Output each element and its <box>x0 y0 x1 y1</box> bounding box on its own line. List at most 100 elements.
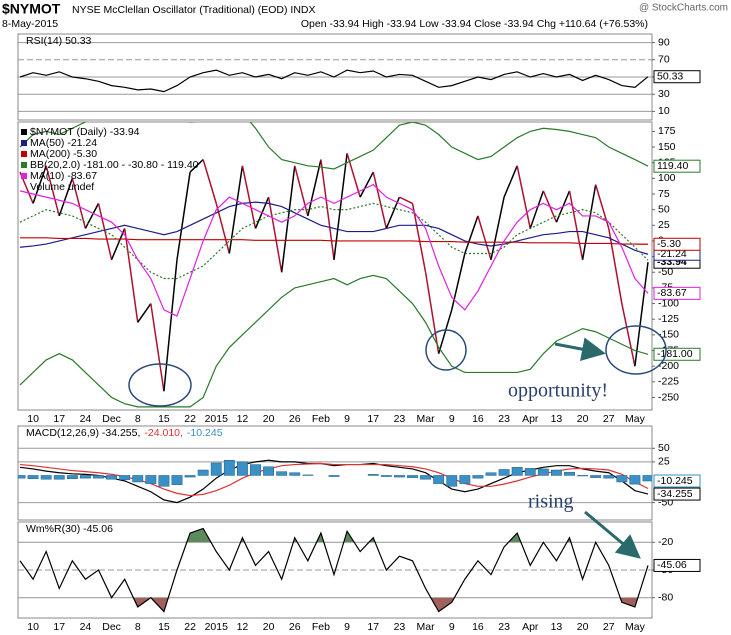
x-tick-label: 15 <box>158 413 170 425</box>
histogram-bar <box>158 475 170 487</box>
x-tick-label: 9 <box>449 413 455 425</box>
price-segment <box>399 196 413 205</box>
panel <box>18 527 652 613</box>
end-label-box <box>653 159 701 173</box>
price-segment <box>372 171 388 229</box>
legend-entry: MACD(12,26,9) -34.255, <box>26 427 140 439</box>
x-tick-label: 9 <box>449 621 455 633</box>
legend-entry: -10.245 <box>187 427 223 439</box>
histogram-bar <box>577 475 589 477</box>
legend-swatch <box>21 140 27 146</box>
end-label: 50.33 <box>657 70 683 82</box>
histogram-bar <box>420 475 432 480</box>
x-tick-label: Apr <box>522 621 539 633</box>
x-tick-label: Mar <box>417 413 436 425</box>
legend-entry: Volume undef <box>30 181 94 193</box>
price-segment <box>58 178 74 217</box>
histogram-bar <box>550 469 562 476</box>
price-segment <box>45 165 60 217</box>
price-segment <box>451 253 466 310</box>
x-tick-label: 8 <box>135 413 141 425</box>
end-label-box <box>653 474 701 488</box>
x-tick-label: 2015 <box>205 413 229 425</box>
legend-swatch <box>21 129 27 135</box>
annotation: opportunity! <box>508 380 608 402</box>
price-segment <box>163 259 178 392</box>
x-tick-label: 27 <box>603 621 615 633</box>
price-segment <box>581 184 597 260</box>
x-tick-label: 24 <box>80 621 92 633</box>
histogram-bar <box>53 475 65 480</box>
x-tick-label: Dec <box>102 413 121 425</box>
x-tick-label: 22 <box>184 413 196 425</box>
x-tick-label: May <box>625 413 646 425</box>
x-tick-label: 9 <box>344 413 350 425</box>
x-tick-label: 20 <box>577 413 589 425</box>
histogram-bar <box>433 475 445 484</box>
price-segment <box>32 165 47 204</box>
histogram-bar <box>263 466 275 476</box>
series-line <box>19 183 649 317</box>
y-tick-label: -20 <box>658 536 673 548</box>
histogram-bar <box>407 475 418 478</box>
histogram-bar <box>106 475 118 480</box>
series-line <box>19 201 649 255</box>
x-tick-label: 20 <box>263 413 275 425</box>
panel-frame <box>17 425 653 521</box>
histogram-bar <box>590 475 602 478</box>
x-tick-label: 23 <box>394 621 406 633</box>
histogram-bar <box>18 475 26 479</box>
price-segment <box>411 203 427 273</box>
legend-entry: $NYMOT (Daily) -33.94 <box>30 126 140 138</box>
x-tick-label: 2015 <box>205 621 229 633</box>
highlight-circle <box>425 329 467 371</box>
y-tick-label: 100 <box>658 172 676 184</box>
series-line <box>19 69 649 93</box>
legend-entry: BB(20,2.0) -181.00 - -30.80 - 119.40 <box>30 159 199 171</box>
x-tick-label: Feb <box>312 621 330 633</box>
x-tick-label: 26 <box>289 413 301 425</box>
price-segment <box>424 272 440 354</box>
histogram-bar <box>66 475 78 479</box>
annotations: opportunity! rising <box>128 325 667 559</box>
price-segment <box>137 303 152 323</box>
y-tick-label: -80 <box>658 591 673 603</box>
price-segment <box>71 178 87 229</box>
y-tick-label: 75 <box>658 188 670 200</box>
histogram-bar <box>184 475 196 478</box>
x-tick-label: 20 <box>577 621 589 633</box>
x-tick-label: 17 <box>367 413 379 425</box>
x-tick-label: 24 <box>80 413 92 425</box>
x-tick-label: 26 <box>289 621 301 633</box>
price-segment <box>359 171 374 198</box>
histogram-bar <box>498 469 510 476</box>
price-segment <box>110 228 126 261</box>
arrow <box>584 510 641 559</box>
price-segment <box>621 303 636 367</box>
histogram-bar <box>302 474 314 476</box>
panel <box>18 447 652 504</box>
y-tick-label: 30 <box>658 88 670 100</box>
price-segment <box>84 203 100 229</box>
price-segment <box>516 165 531 229</box>
panel-title: RSI(14) 50.33 <box>26 35 92 47</box>
histogram-bar <box>210 462 222 476</box>
x-tick-label: 17 <box>367 621 379 633</box>
series-line <box>19 122 649 170</box>
date: 8-May-2015 <box>2 18 58 30</box>
x-tick-label: 20 <box>263 621 275 633</box>
end-label-box <box>653 70 701 84</box>
histogram-bar <box>380 475 392 477</box>
histogram-bar <box>393 475 405 478</box>
end-label: -181.00 <box>657 348 693 360</box>
annotation: rising <box>528 491 574 513</box>
price-segment <box>464 215 479 254</box>
panel <box>18 42 652 112</box>
histogram-bar <box>629 475 641 485</box>
histogram-bar <box>250 464 261 476</box>
x-tick-label: 16 <box>472 413 484 425</box>
y-tick-label: 90 <box>658 36 670 48</box>
histogram-bar <box>40 475 52 480</box>
x-tick-label: Dec <box>102 621 121 633</box>
